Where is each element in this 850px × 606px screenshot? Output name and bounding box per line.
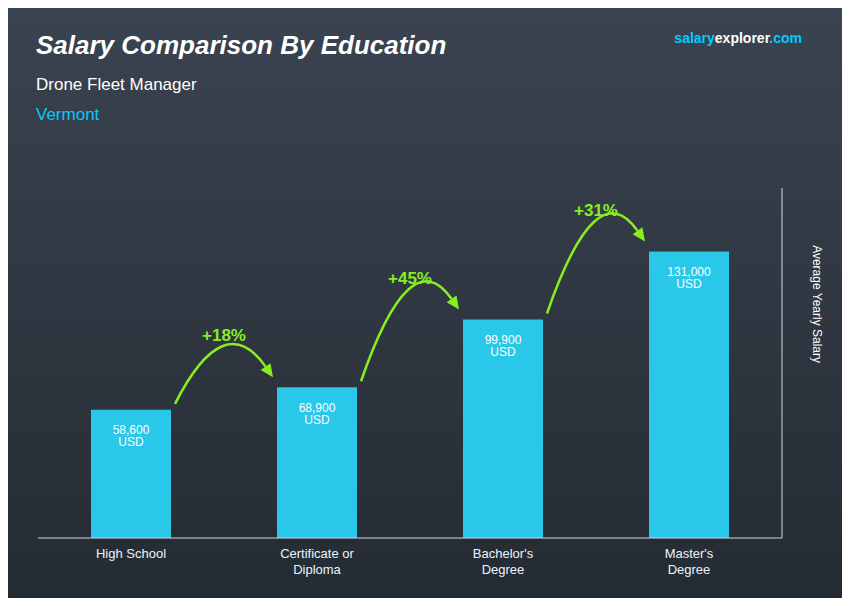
svg-text:+31%: +31%: [574, 201, 618, 220]
svg-text:Bachelor'sDegree: Bachelor'sDegree: [473, 546, 534, 577]
html-text:salary explorer.com: salary explorer.com: [674, 30, 802, 46]
svg-text:68,900USD: 68,900USD: [299, 401, 336, 427]
html-text:Vermont: Vermont: [36, 105, 100, 124]
svg-text:Average Yearly Salary: Average Yearly Salary: [810, 245, 824, 363]
svg-text:Certificate orDiploma: Certificate orDiploma: [280, 546, 354, 577]
html-text:Drone Fleet Manager: Drone Fleet Manager: [36, 75, 197, 94]
svg-text:High School: High School: [96, 546, 166, 561]
svg-text:99,900USD: 99,900USD: [485, 333, 522, 359]
html-text:Salary Comparison By Education: Salary Comparison By Education: [36, 30, 447, 60]
svg-text:Master'sDegree: Master'sDegree: [665, 546, 714, 577]
svg-text:131,000USD: 131,000USD: [667, 265, 711, 291]
svg-text:+18%: +18%: [202, 326, 246, 345]
svg-text:+45%: +45%: [388, 269, 432, 288]
svg-text:58,600USD: 58,600USD: [113, 423, 150, 449]
